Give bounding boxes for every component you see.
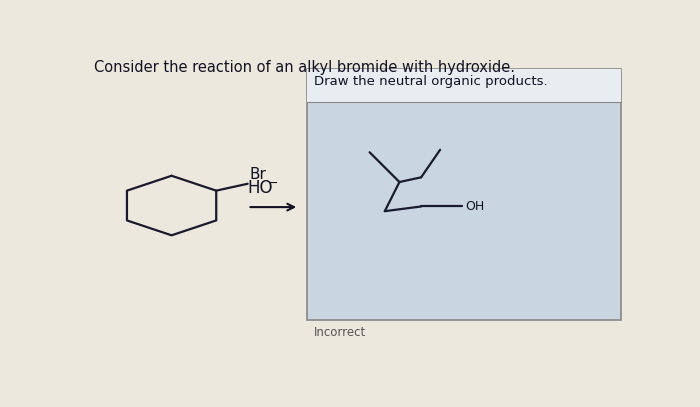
Text: Draw the neutral organic products.: Draw the neutral organic products. [314,75,547,88]
Text: Br: Br [249,167,266,182]
Text: Consider the reaction of an alkyl bromide with hydroxide.: Consider the reaction of an alkyl bromid… [94,60,515,75]
Text: HO: HO [248,179,273,197]
Bar [307,69,621,102]
Text: −: − [268,177,279,190]
Text: OH: OH [465,200,484,213]
Text: Incorrect: Incorrect [314,326,366,339]
Bar [307,69,621,320]
